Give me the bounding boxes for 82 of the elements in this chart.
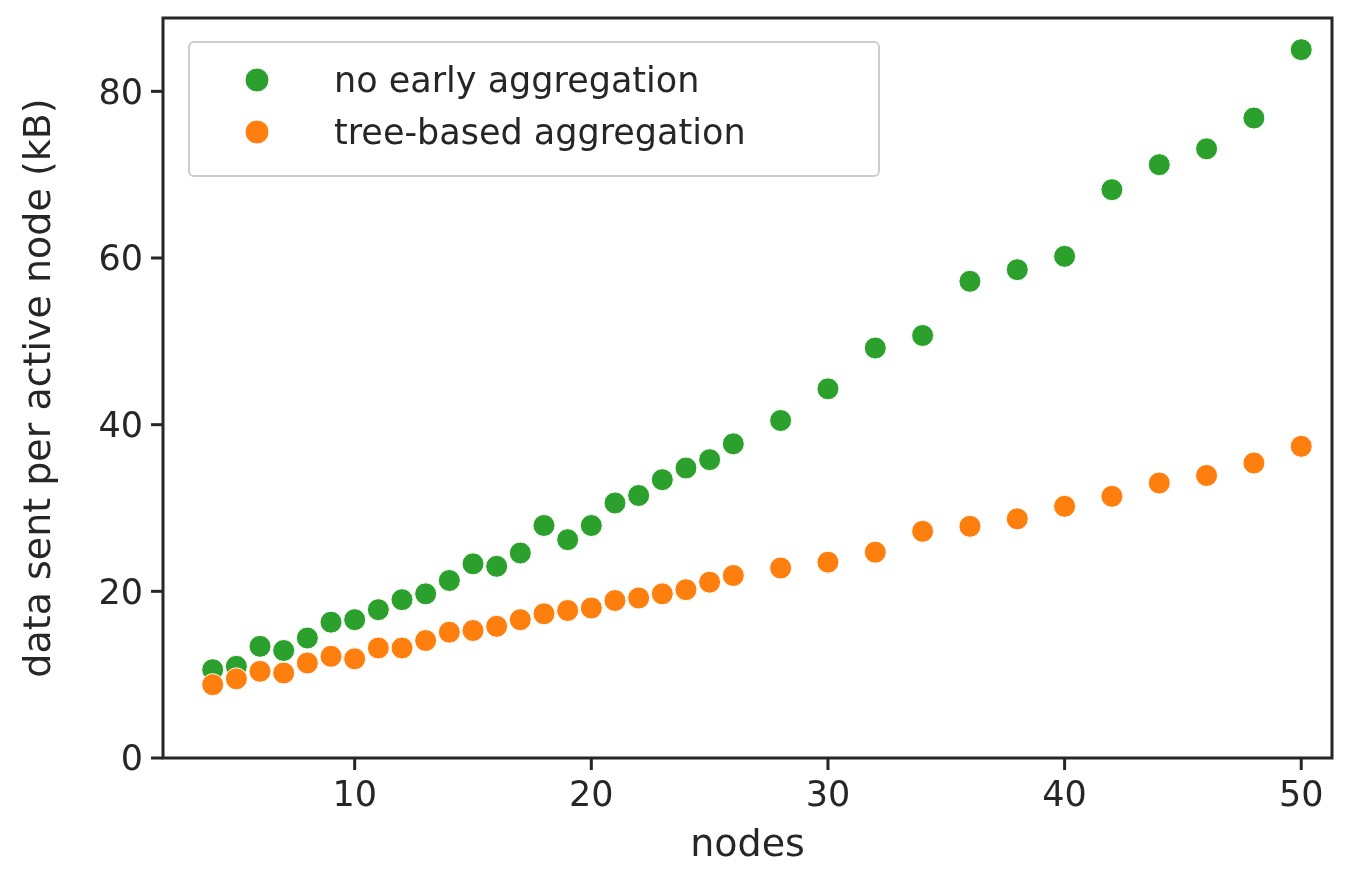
point xyxy=(1053,494,1077,518)
point xyxy=(414,629,438,652)
x-tick-label: 20 xyxy=(569,774,614,814)
point xyxy=(721,432,745,456)
point xyxy=(272,639,296,662)
point xyxy=(224,667,248,691)
point xyxy=(248,659,272,683)
y-tick-label: 0 xyxy=(120,738,143,779)
point xyxy=(366,598,390,622)
point xyxy=(272,661,296,685)
legend-label: no early aggregation xyxy=(334,60,700,101)
point xyxy=(1053,244,1077,268)
point xyxy=(579,596,603,620)
point xyxy=(201,673,225,697)
point xyxy=(295,651,319,675)
point xyxy=(911,519,935,543)
x-tick-label: 30 xyxy=(805,774,851,814)
point xyxy=(390,636,414,660)
point xyxy=(603,491,627,515)
point xyxy=(485,554,509,578)
point xyxy=(911,324,935,347)
point xyxy=(508,608,532,632)
point xyxy=(863,336,887,360)
point xyxy=(485,614,509,638)
point xyxy=(532,514,556,537)
point xyxy=(319,644,343,668)
point xyxy=(343,608,367,632)
point xyxy=(650,582,674,606)
point xyxy=(769,409,793,432)
point xyxy=(556,599,580,622)
point xyxy=(674,456,698,480)
point xyxy=(1289,38,1313,62)
point xyxy=(390,588,414,612)
legend-label: tree-based aggregation xyxy=(334,112,746,153)
point xyxy=(863,540,887,564)
point xyxy=(343,647,367,671)
point xyxy=(532,602,556,626)
point xyxy=(1005,258,1029,282)
point xyxy=(556,528,580,552)
point xyxy=(508,541,532,565)
y-tick-label: 20 xyxy=(98,571,143,612)
point xyxy=(579,514,603,537)
point xyxy=(248,634,272,658)
point xyxy=(816,377,840,401)
point xyxy=(721,564,745,587)
point xyxy=(295,626,319,650)
point xyxy=(1147,153,1171,177)
x-tick-label: 50 xyxy=(1278,774,1324,814)
point xyxy=(461,552,485,576)
point xyxy=(674,578,698,602)
point xyxy=(627,484,651,507)
x-tick-label: 40 xyxy=(1042,774,1087,814)
y-tick-label: 60 xyxy=(98,238,143,279)
y-tick-label: 40 xyxy=(98,404,143,445)
point xyxy=(603,589,627,612)
point xyxy=(698,448,722,472)
y-tick-label: 80 xyxy=(98,71,143,112)
point xyxy=(650,468,674,492)
point xyxy=(698,570,722,594)
point xyxy=(1195,464,1219,487)
x-tick-label: 10 xyxy=(332,774,377,814)
point xyxy=(437,569,461,592)
point xyxy=(816,550,840,574)
point xyxy=(319,610,343,634)
point xyxy=(958,269,982,293)
point xyxy=(1242,106,1266,130)
point xyxy=(769,556,793,580)
y-axis-title: data sent per active node (kB) xyxy=(15,98,59,678)
point xyxy=(1005,507,1029,531)
point xyxy=(1100,178,1124,202)
point xyxy=(437,620,461,644)
point xyxy=(958,514,982,538)
point xyxy=(366,636,390,660)
point xyxy=(414,582,438,606)
point xyxy=(461,619,485,642)
point xyxy=(1147,471,1171,495)
point xyxy=(627,586,651,610)
point xyxy=(1242,451,1266,475)
point xyxy=(1289,434,1313,458)
point xyxy=(1100,484,1124,508)
x-axis-title: nodes xyxy=(690,821,805,865)
point xyxy=(1195,137,1219,161)
